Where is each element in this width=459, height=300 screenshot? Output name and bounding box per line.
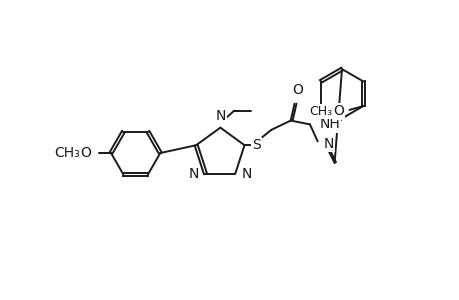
Text: CH₃: CH₃: [54, 146, 80, 160]
Text: CH₃: CH₃: [309, 105, 332, 118]
Text: N: N: [189, 167, 199, 181]
Text: O: O: [80, 146, 91, 160]
Text: NH: NH: [319, 117, 339, 131]
Text: N: N: [215, 109, 225, 123]
Text: N: N: [323, 136, 334, 151]
Text: O: O: [332, 104, 343, 118]
Text: S: S: [252, 138, 261, 152]
Text: N: N: [241, 167, 251, 181]
Text: O: O: [291, 83, 302, 98]
